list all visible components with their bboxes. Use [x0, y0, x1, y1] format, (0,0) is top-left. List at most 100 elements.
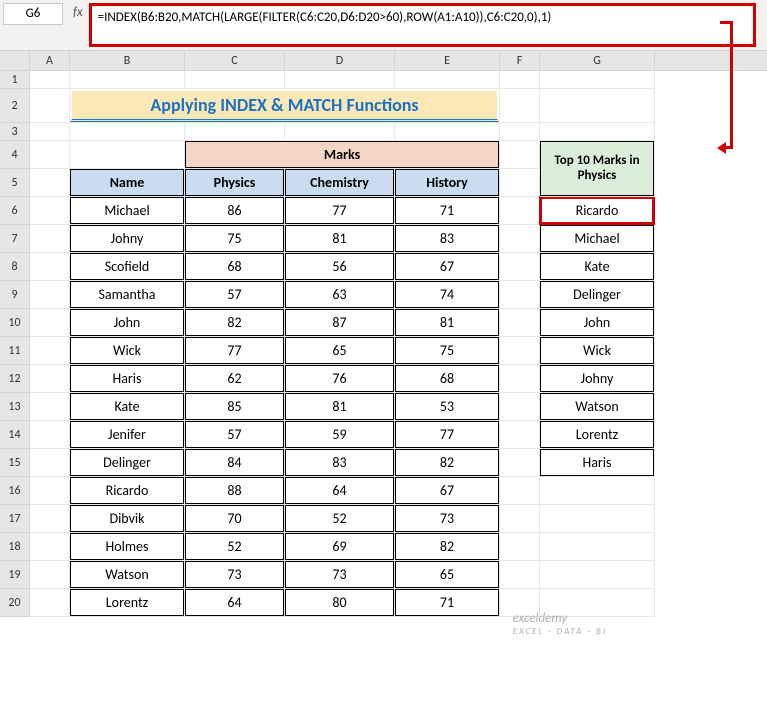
name-cell: Johny: [70, 225, 184, 252]
col-header-G[interactable]: G: [540, 51, 655, 70]
col-header-C[interactable]: C: [185, 51, 285, 70]
name-cell: Watson: [70, 561, 184, 588]
arrow-vertical: [730, 21, 733, 149]
chemistry-cell: 81: [285, 393, 394, 420]
row-header[interactable]: 13: [0, 393, 30, 421]
column-headers: ABCDEFG: [0, 51, 767, 71]
history-cell: 83: [395, 225, 499, 252]
history-cell: 67: [395, 477, 499, 504]
physics-cell: 77: [185, 337, 284, 364]
name-cell: Wick: [70, 337, 184, 364]
name-header: Name: [70, 169, 184, 196]
result-cell: Wick: [540, 337, 654, 364]
name-cell: Jenifer: [70, 421, 184, 448]
result-cell: Michael: [540, 225, 654, 252]
history-cell: 82: [395, 533, 499, 560]
row-header[interactable]: 16: [0, 477, 30, 505]
row-header[interactable]: 1: [0, 71, 30, 89]
history-cell: 53: [395, 393, 499, 420]
name-cell: Delinger: [70, 449, 184, 476]
selected-cell[interactable]: Ricardo: [540, 197, 655, 225]
formula-bar[interactable]: =INDEX(B6:B20,MATCH(LARGE(FILTER(C6:C20,…: [89, 3, 756, 47]
chemistry-cell: 56: [285, 253, 394, 280]
chemistry-cell: 65: [285, 337, 394, 364]
result-cell: Kate: [540, 253, 654, 280]
row-header[interactable]: 18: [0, 533, 30, 561]
physics-header: Physics: [185, 169, 284, 196]
physics-cell: 68: [185, 253, 284, 280]
row-header[interactable]: 14: [0, 421, 30, 449]
physics-cell: 52: [185, 533, 284, 560]
top10-header: Top 10 Marks in Physics: [540, 141, 654, 196]
physics-cell: 75: [185, 225, 284, 252]
name-box[interactable]: G6: [3, 3, 63, 25]
row-header[interactable]: 5: [0, 169, 30, 197]
col-header-A[interactable]: A: [30, 51, 70, 70]
result-cell: Lorentz: [540, 421, 654, 448]
chemistry-cell: 59: [285, 421, 394, 448]
name-cell: John: [70, 309, 184, 336]
row-header[interactable]: 8: [0, 253, 30, 281]
history-cell: 77: [395, 421, 499, 448]
physics-cell: 70: [185, 505, 284, 532]
name-cell: Haris: [70, 365, 184, 392]
chemistry-cell: 87: [285, 309, 394, 336]
chemistry-cell: 81: [285, 225, 394, 252]
col-header-E[interactable]: E: [395, 51, 500, 70]
col-header-D[interactable]: D: [285, 51, 395, 70]
result-cell: Delinger: [540, 281, 654, 308]
row-header[interactable]: 4: [0, 141, 30, 169]
history-cell: 65: [395, 561, 499, 588]
chemistry-cell: 63: [285, 281, 394, 308]
row-header[interactable]: 3: [0, 123, 30, 141]
chemistry-cell: 69: [285, 533, 394, 560]
row-header[interactable]: 10: [0, 309, 30, 337]
result-cell: Watson: [540, 393, 654, 420]
watermark: exceldemy EXCEL · DATA · BI: [513, 611, 607, 637]
col-header-F[interactable]: F: [500, 51, 540, 70]
row-header[interactable]: 11: [0, 337, 30, 365]
name-cell: Samantha: [70, 281, 184, 308]
fx-label: fx: [73, 3, 83, 20]
chemistry-cell: 77: [285, 197, 394, 224]
history-cell: 75: [395, 337, 499, 364]
physics-cell: 57: [185, 281, 284, 308]
chemistry-cell: 73: [285, 561, 394, 588]
result-cell: Johny: [540, 365, 654, 392]
row-header[interactable]: 7: [0, 225, 30, 253]
chemistry-cell: 80: [285, 589, 394, 616]
name-cell: Dibvik: [70, 505, 184, 532]
physics-cell: 86: [185, 197, 284, 224]
chemistry-cell: 52: [285, 505, 394, 532]
worksheet: ABCDEFG 12Applying INDEX & MATCH Functio…: [0, 51, 767, 617]
chemistry-cell: 76: [285, 365, 394, 392]
name-cell: Kate: [70, 393, 184, 420]
history-cell: 81: [395, 309, 499, 336]
col-header-B[interactable]: B: [70, 51, 185, 70]
result-cell: John: [540, 309, 654, 336]
row-header[interactable]: 15: [0, 449, 30, 477]
arrow-horiz-top: [720, 21, 733, 24]
history-cell: 73: [395, 505, 499, 532]
history-cell: 67: [395, 253, 499, 280]
physics-cell: 62: [185, 365, 284, 392]
history-cell: 68: [395, 365, 499, 392]
name-cell: Michael: [70, 197, 184, 224]
row-header[interactable]: 9: [0, 281, 30, 309]
select-all-corner[interactable]: [0, 51, 30, 70]
history-cell: 82: [395, 449, 499, 476]
row-header[interactable]: 20: [0, 589, 30, 617]
history-header: History: [395, 169, 499, 196]
physics-cell: 85: [185, 393, 284, 420]
row-header[interactable]: 12: [0, 365, 30, 393]
row-header[interactable]: 6: [0, 197, 30, 225]
chemistry-header: Chemistry: [285, 169, 394, 196]
row-header[interactable]: 17: [0, 505, 30, 533]
physics-cell: 73: [185, 561, 284, 588]
row-header[interactable]: 2: [0, 89, 30, 123]
row-header[interactable]: 19: [0, 561, 30, 589]
arrow-head-icon: [717, 142, 726, 154]
history-cell: 74: [395, 281, 499, 308]
name-cell: Holmes: [70, 533, 184, 560]
physics-cell: 82: [185, 309, 284, 336]
